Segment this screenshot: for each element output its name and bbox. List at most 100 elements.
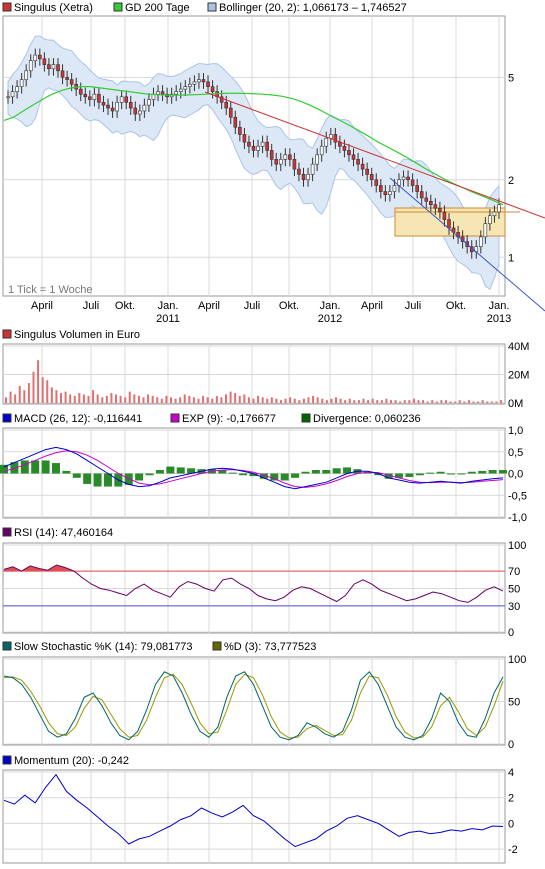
candle-body bbox=[88, 96, 92, 100]
volume-bar bbox=[220, 397, 223, 403]
candle-body bbox=[374, 179, 379, 186]
candle-body bbox=[424, 197, 429, 202]
divergence-bar bbox=[176, 467, 185, 474]
x-tick-year: 2013 bbox=[487, 313, 511, 325]
legend-swatch-momentum bbox=[2, 755, 12, 765]
candle-body bbox=[256, 145, 260, 151]
candle-body bbox=[360, 163, 365, 170]
candle-body bbox=[351, 154, 356, 160]
volume-bar bbox=[481, 400, 484, 403]
volume-bar bbox=[339, 398, 342, 403]
divergence-bar bbox=[405, 473, 414, 477]
divergence-bar bbox=[301, 471, 310, 474]
volume-bar bbox=[325, 400, 328, 403]
sma-200-line bbox=[3, 86, 504, 206]
volume-bar bbox=[147, 394, 150, 403]
bollinger-band bbox=[7, 35, 500, 291]
volume-bar bbox=[229, 391, 232, 403]
candle-body bbox=[92, 93, 97, 100]
y-tick-label: 4 bbox=[508, 767, 514, 779]
volume-bar bbox=[206, 397, 209, 403]
volume-bar bbox=[431, 400, 434, 403]
volume-bar bbox=[367, 400, 370, 403]
volume-bar bbox=[55, 390, 58, 403]
y-tick-label: -0,5 bbox=[508, 490, 527, 502]
candle-body bbox=[492, 211, 497, 217]
x-tick-label: Juli bbox=[244, 300, 261, 312]
divergence-bar bbox=[249, 473, 258, 477]
candle-body bbox=[28, 60, 33, 72]
momentum-plot-frame bbox=[2, 769, 506, 864]
volume-bar bbox=[463, 401, 466, 403]
divergence-bar bbox=[218, 470, 227, 474]
divergence-bar bbox=[135, 473, 144, 481]
volume-panel: Singulus Volumen in Euro 40M 20M 0M bbox=[2, 329, 529, 410]
candle-body bbox=[238, 126, 242, 135]
divergence-bar bbox=[20, 460, 29, 474]
candle-body bbox=[51, 64, 56, 70]
x-tick-label: Okt. bbox=[115, 300, 135, 312]
candle-body bbox=[483, 223, 488, 238]
divergence-bar bbox=[51, 463, 60, 474]
volume-bar bbox=[380, 400, 383, 403]
legend-swatch-sma bbox=[113, 2, 123, 12]
x-tick-label: Okt. bbox=[446, 300, 466, 312]
x-tick-year: 2012 bbox=[318, 313, 342, 325]
y-tick-label: -1,0 bbox=[508, 512, 527, 524]
legend-stoch-d: %D (3): 73,777523 bbox=[224, 641, 316, 653]
volume-bar bbox=[46, 380, 49, 403]
volume-bar bbox=[225, 394, 227, 403]
divergence-bar bbox=[374, 473, 383, 476]
volume-bar bbox=[179, 397, 182, 403]
momentum-line bbox=[3, 773, 504, 848]
candle-body bbox=[47, 64, 51, 70]
candle-body bbox=[183, 86, 188, 90]
legend-rsi: RSI (14): 47,460164 bbox=[14, 527, 113, 539]
volume-bar bbox=[261, 397, 264, 403]
momentum-y-axis: 4 2 0 -2 bbox=[508, 767, 518, 856]
y-tick-label: 100 bbox=[508, 540, 526, 552]
x-tick-label: Jan. bbox=[320, 300, 341, 312]
legend-bollinger: Bollinger (20, 2): 1,066173 – 1,746527 bbox=[219, 2, 407, 14]
candle-body bbox=[278, 159, 283, 165]
volume-bar bbox=[64, 391, 67, 403]
divergence-bar bbox=[395, 473, 404, 478]
divergence-bar bbox=[239, 473, 248, 476]
volume-bar bbox=[472, 401, 475, 403]
divergence-bar bbox=[384, 473, 393, 479]
x-tick-year: 2011 bbox=[156, 313, 180, 325]
candle-body bbox=[197, 79, 201, 83]
volume-bar bbox=[412, 398, 415, 403]
volume-bar bbox=[362, 398, 365, 403]
volume-bar bbox=[174, 398, 177, 403]
candle-body bbox=[19, 79, 24, 87]
y-tick-label: 0M bbox=[508, 398, 523, 410]
legend-macd: MACD (26, 12): -0,116441 bbox=[14, 413, 142, 425]
volume-bar bbox=[9, 391, 12, 403]
momentum-grid bbox=[3, 770, 505, 863]
volume-bar bbox=[426, 401, 429, 403]
legend-price: Singulus (Xetra) bbox=[14, 2, 93, 14]
divergence-bar bbox=[436, 471, 445, 474]
divergence-bar bbox=[270, 473, 279, 481]
candle-body bbox=[260, 141, 265, 147]
volume-y-axis: 40M 20M 0M bbox=[508, 341, 529, 410]
candle-body bbox=[188, 83, 192, 87]
y-tick-label: 70 bbox=[508, 566, 520, 578]
legend-swatch-divergence bbox=[301, 413, 311, 423]
stoch-k-line bbox=[3, 671, 504, 741]
stochastic-y-axis: 100 50 0 bbox=[508, 654, 526, 751]
macd-line bbox=[3, 446, 504, 490]
tick-footnote: 1 Tick = 1 Woche bbox=[8, 284, 92, 296]
y-tick-label: 2 bbox=[508, 793, 514, 805]
legend-swatch-k bbox=[2, 641, 12, 651]
price-candles bbox=[6, 48, 501, 259]
volume-bar bbox=[312, 395, 315, 403]
macd-signal-line bbox=[3, 450, 504, 488]
y-tick-label: 5 bbox=[508, 72, 514, 84]
y-tick-label: 0 bbox=[508, 739, 514, 751]
volume-bar bbox=[87, 395, 90, 403]
volume-bar bbox=[467, 400, 470, 403]
divergence-bar bbox=[228, 472, 237, 474]
legend-swatch-price bbox=[2, 2, 12, 12]
